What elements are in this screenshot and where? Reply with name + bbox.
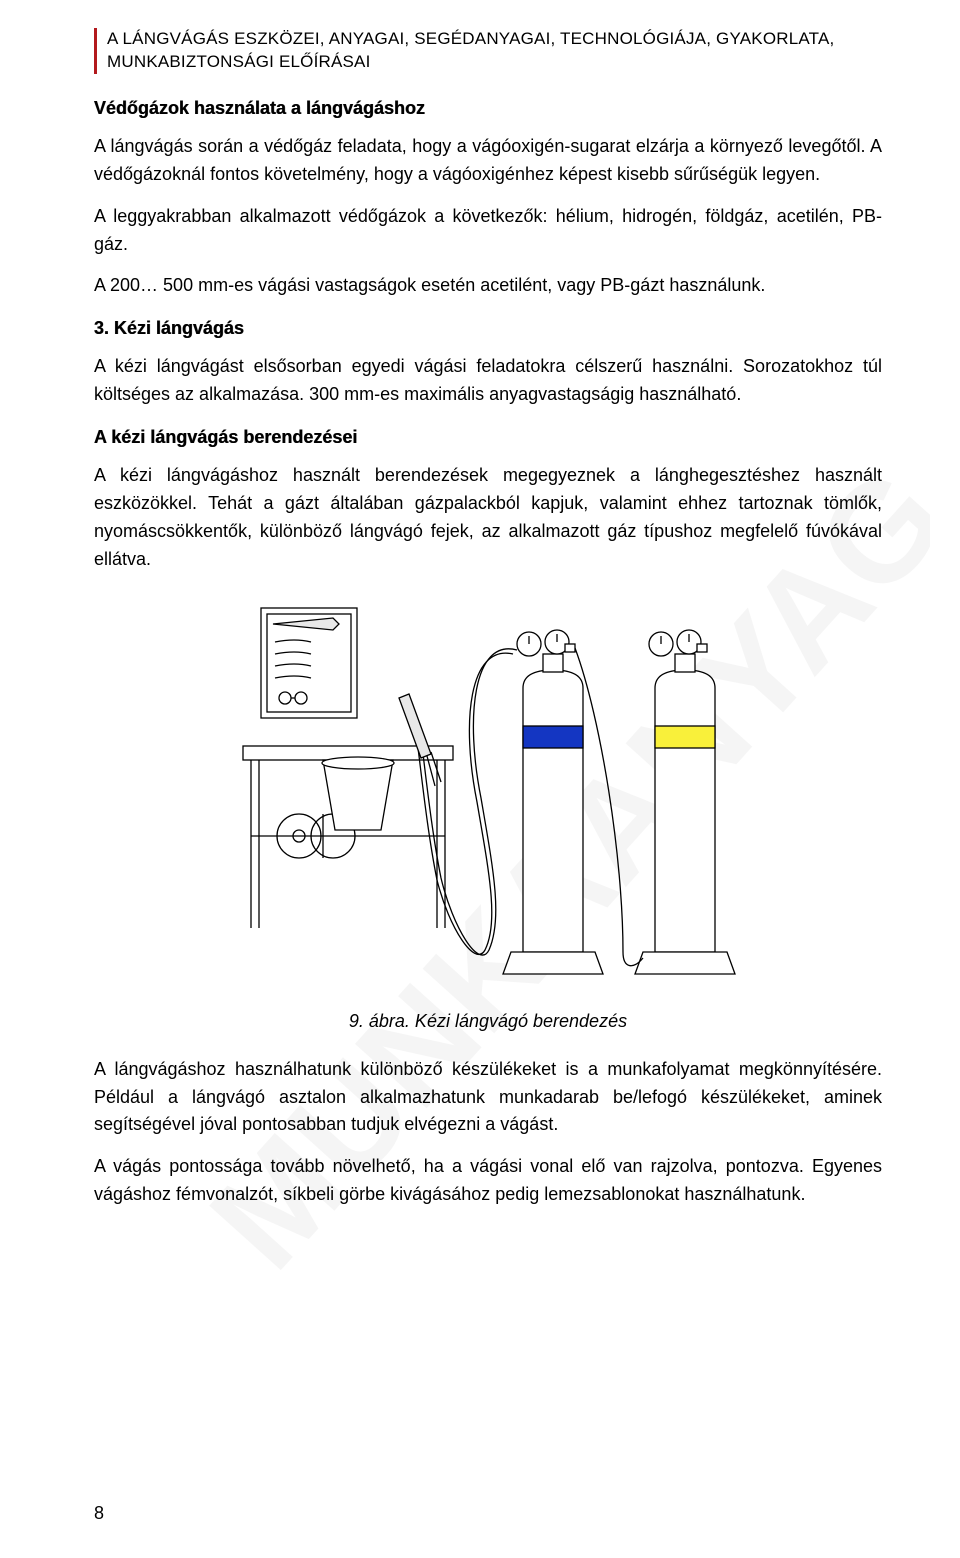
para-kezi-1: A kézi lángvágást elsősorban egyedi vágá… <box>94 353 882 409</box>
para-vedogazok-3: A 200… 500 mm-es vágási vastagságok eset… <box>94 272 882 300</box>
header-line-2: MUNKABIZTONSÁGI ELŐÍRÁSAI <box>107 51 882 74</box>
para-kezi-2: A kézi lángvágáshoz használt berendezése… <box>94 462 882 574</box>
figure-9-caption: 9. ábra. Kézi lángvágó berendezés <box>94 1011 882 1032</box>
heading-vedogazok: Védőgázok használata a lángvágáshoz <box>94 98 882 119</box>
figure-9-svg <box>203 598 773 988</box>
header-line-1: A LÁNGVÁGÁS ESZKÖZEI, ANYAGAI, SEGÉDANYA… <box>107 28 882 51</box>
para-bottom-1: A lángvágáshoz használhatunk különböző k… <box>94 1056 882 1140</box>
heading-kezi: 3. Kézi lángvágás <box>94 318 882 339</box>
cylinder-1-icon <box>503 630 603 974</box>
cylinder-2-icon <box>635 630 735 974</box>
subheading-berendezesek: A kézi lángvágás berendezései <box>94 427 882 448</box>
para-vedogazok-1: A lángvágás során a védőgáz feladata, ho… <box>94 133 882 189</box>
para-bottom-2: A vágás pontossága tovább növelhető, ha … <box>94 1153 882 1209</box>
document-header: A LÁNGVÁGÁS ESZKÖZEI, ANYAGAI, SEGÉDANYA… <box>94 28 882 74</box>
page-number: 8 <box>94 1503 104 1524</box>
figure-9 <box>94 598 882 993</box>
para-vedogazok-2: A leggyakrabban alkalmazott védőgázok a … <box>94 203 882 259</box>
